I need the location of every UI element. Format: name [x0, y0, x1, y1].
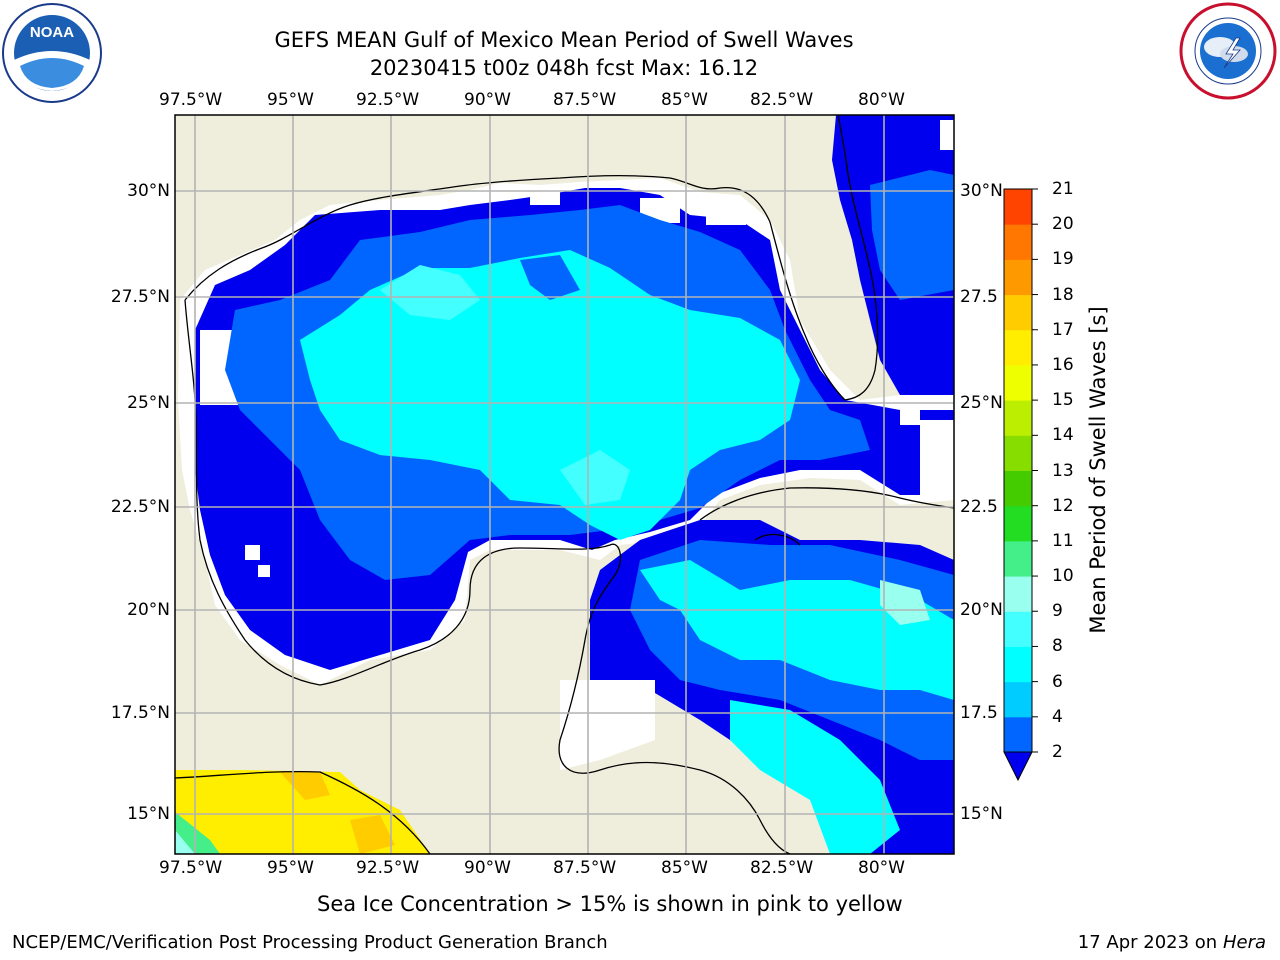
lon-label-bottom: 97.5°W — [159, 858, 223, 878]
lat-label-right: 25°N — [960, 393, 1003, 413]
lat-label-right: 30°N — [960, 181, 1003, 201]
lat-label-left: 17.5°N — [110, 703, 170, 723]
lon-label-top: 95°W — [267, 90, 314, 110]
colorbar-tick-label: 10 — [1052, 566, 1074, 587]
map-frame — [174, 114, 955, 855]
noaa-logo: NOAA — [2, 3, 102, 103]
colorbar-segment — [1004, 189, 1032, 225]
sea-ice-note: Sea Ice Concentration > 15% is shown in … — [317, 892, 903, 916]
lon-label-bottom: 87.5°W — [553, 858, 617, 878]
colorbar-tick-label: 14 — [1052, 425, 1074, 446]
lon-label-top: 87.5°W — [553, 90, 617, 110]
colorbar-segment — [1004, 716, 1032, 753]
lon-label-top: 85°W — [661, 90, 708, 110]
lat-label-right: 15°N — [960, 804, 1003, 824]
colorbar-tick-label: 11 — [1052, 530, 1074, 551]
colorbar-segment — [1004, 611, 1032, 647]
graticule — [175, 115, 954, 854]
colorbar-segment — [1004, 470, 1032, 507]
nws-logo — [1179, 2, 1277, 100]
footer-date: 17 Apr 2023 on Hera — [1078, 932, 1266, 954]
caribbean-core — [640, 560, 954, 700]
lon-label-top: 90°W — [464, 90, 511, 110]
colorbar-segment — [1004, 681, 1032, 718]
lat-label-left: 30°N — [127, 181, 170, 201]
coastline — [175, 115, 954, 854]
colorbar-segment — [1004, 505, 1032, 542]
map-subtitle: 20230415 t00z 048h fcst Max: 16.12 — [369, 56, 759, 80]
map-title: GEFS MEAN Gulf of Mexico Mean Period of … — [274, 28, 854, 52]
lon-label-bottom: 80°W — [858, 858, 905, 878]
colorbar-segment — [1004, 364, 1032, 401]
lon-label-bottom: 85°W — [661, 858, 708, 878]
colorbar-segment — [1004, 646, 1032, 683]
colorbar-under-arrow — [1003, 751, 1033, 782]
colorbar-tick-label: 15 — [1052, 390, 1074, 411]
colorbar-tick-label: 21 — [1052, 179, 1074, 199]
lon-label-top: 97.5°W — [159, 90, 223, 110]
lon-label-top: 92.5°W — [356, 90, 420, 110]
lat-label-right: 17.5 — [960, 703, 998, 723]
lat-label-left: 15°N — [127, 804, 170, 824]
colorbar-tick-label: 2 — [1052, 742, 1063, 762]
colorbar-segment — [1004, 259, 1032, 296]
colorbar-tick-label: 4 — [1052, 706, 1063, 727]
lat-label-left: 20°N — [127, 600, 170, 620]
footer-date-text: 17 Apr 2023 on — [1077, 932, 1223, 953]
noaa-logo-text: NOAA — [30, 24, 74, 41]
colorbar-segment — [1004, 576, 1032, 612]
colorbar-tick-label: 17 — [1052, 319, 1074, 340]
colorbar-segment — [1004, 400, 1032, 436]
footer-credit: NCEP/EMC/Verification Post Processing Pr… — [12, 932, 608, 953]
colorbar-tick-label: 8 — [1052, 636, 1063, 657]
colorbar-segment — [1004, 329, 1032, 366]
colorbar-label: Mean Period of Swell Waves [s] — [1086, 306, 1110, 634]
lon-label-bottom: 90°W — [464, 858, 511, 878]
colorbar — [1003, 188, 1038, 782]
colorbar-tick-label: 6 — [1052, 671, 1063, 692]
lat-label-left: 27.5°N — [110, 287, 170, 307]
atlantic-mid — [870, 170, 954, 300]
lon-label-bottom: 95°W — [267, 858, 314, 878]
colorbar-tick-label: 9 — [1052, 601, 1063, 622]
lat-label-left: 25°N — [127, 393, 170, 413]
colorbar-segment — [1004, 294, 1032, 331]
colorbar-segment — [1004, 540, 1032, 577]
footer-machine: Hera — [1222, 932, 1266, 953]
lon-label-top: 82.5°W — [750, 90, 814, 110]
lat-label-right: 22.5 — [960, 497, 998, 517]
colorbar-tick-label: 12 — [1052, 495, 1074, 516]
colorbar-tick-label: 18 — [1052, 284, 1074, 305]
lon-label-top: 80°W — [858, 90, 905, 110]
colorbar-tick-label: 16 — [1052, 354, 1074, 375]
lon-label-bottom: 82.5°W — [750, 858, 814, 878]
lat-label-right: 20°N — [960, 600, 1003, 620]
colorbar-tick-label: 19 — [1052, 249, 1074, 270]
colorbar-segment — [1004, 435, 1032, 471]
lat-label-right: 27.5 — [960, 287, 998, 307]
lat-label-left: 22.5°N — [110, 497, 170, 517]
colorbar-segment — [1004, 224, 1032, 260]
colorbar-tick-label: 13 — [1052, 460, 1074, 481]
gulf-core — [300, 250, 800, 540]
colorbar-tick-label: 20 — [1052, 214, 1074, 235]
lon-label-bottom: 92.5°W — [356, 858, 420, 878]
